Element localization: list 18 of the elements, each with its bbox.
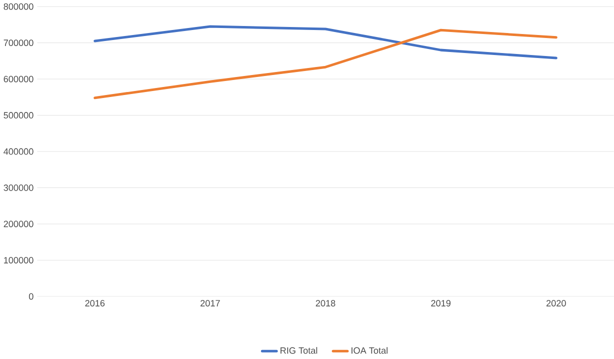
x-tick-label: 2019	[431, 300, 450, 306]
line-series	[94, 28, 558, 100]
y-tick-label: 600000	[4, 76, 34, 82]
y-tick-label: 500000	[4, 112, 34, 118]
y-tick-label: 300000	[4, 184, 34, 191]
y-tick-label: 800000	[4, 3, 34, 10]
x-tick-label: 2016	[85, 300, 105, 306]
x-tick-label: 2017	[200, 300, 220, 306]
y-tick-label: 100000	[4, 256, 34, 264]
y-tick-label: 0	[28, 293, 34, 300]
line-series	[94, 25, 558, 60]
x-tick-label: 2018	[316, 300, 336, 306]
x-tick-label: 2020	[546, 300, 566, 306]
y-tick-label: 700000	[4, 39, 34, 46]
y-tick-label: 400000	[4, 148, 34, 155]
legend-label: IOA Total	[352, 346, 388, 354]
legend-label: RIG Total	[280, 346, 318, 354]
y-tick-label: 200000	[4, 220, 34, 228]
